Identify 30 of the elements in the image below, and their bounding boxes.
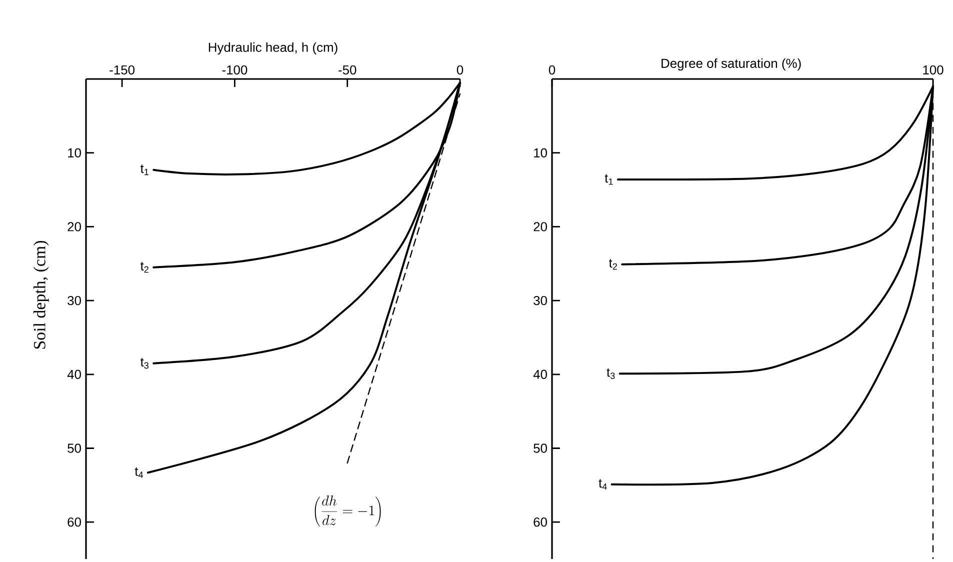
y-axis-title: Soil depth, (cm) — [33, 240, 49, 349]
x-axis-title: Degree of saturation (%) — [662, 58, 801, 71]
y-tick-label: 20 — [534, 222, 547, 232]
x-tick-label: -100 — [222, 65, 248, 74]
y-tick-label: 40 — [533, 370, 547, 379]
annotation: $\left(\frac{dh}{dz} = -1\right)$ — [314, 496, 381, 527]
y-tick-label: 40 — [67, 370, 81, 379]
x-tick-label: -150 — [110, 65, 135, 74]
y-tick-label: 60 — [68, 518, 81, 527]
y-tick-label: 20 — [68, 222, 81, 232]
series-label: t$_{3}$ — [606, 368, 615, 379]
x-tick-label: 0 — [456, 65, 464, 74]
y-tick-label: 60 — [534, 518, 547, 527]
x-tick-label: -50 — [338, 65, 356, 74]
series-label: t$_{2}$ — [140, 262, 148, 273]
x-axis-title: Hydraulic head, h (cm) — [208, 42, 338, 54]
y-tick-label: 50 — [68, 444, 81, 453]
series-label: t$_{1}$ — [604, 174, 613, 185]
y-tick-label: 10 — [68, 148, 81, 158]
series-label: t$_{4}$ — [598, 479, 607, 490]
y-tick-label: 30 — [68, 296, 81, 306]
series-label: t$_{2}$ — [608, 259, 617, 270]
series-label: t$_{1}$ — [140, 164, 148, 176]
y-tick-label: 30 — [534, 296, 547, 306]
x-tick-label: 100 — [923, 65, 944, 74]
series-label: t$_{4}$ — [134, 467, 144, 478]
x-tick-label: 0 — [548, 65, 556, 74]
series-label: t$_{3}$ — [140, 358, 149, 369]
y-tick-label: 10 — [534, 148, 547, 158]
y-tick-label: 50 — [534, 444, 547, 453]
